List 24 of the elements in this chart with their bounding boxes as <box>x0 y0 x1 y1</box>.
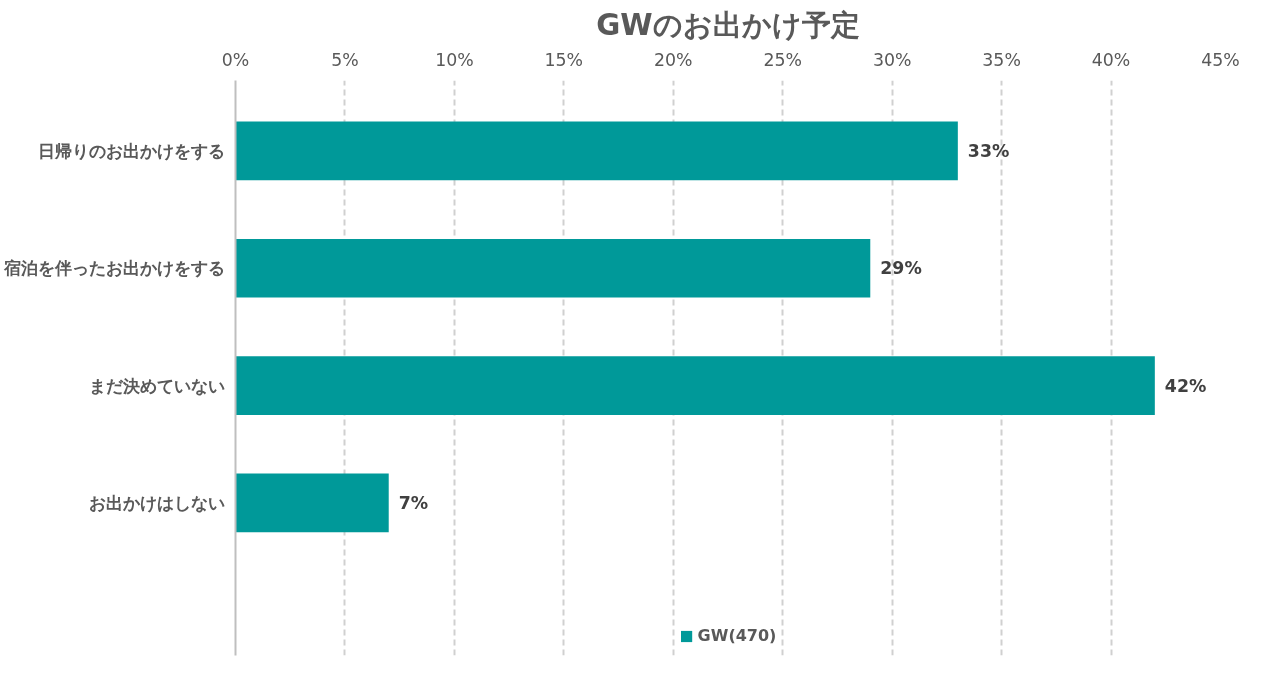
x-tick-label: 45% <box>1201 49 1240 70</box>
x-tick-label: 15% <box>544 49 584 70</box>
y-tick-label: 宿泊を伴ったお出かけをする <box>2 258 225 279</box>
y-tick-label: まだ決めていない <box>88 375 225 396</box>
chart-title: GWのお出かけ予定 <box>596 7 860 42</box>
x-tick-label: 35% <box>982 49 1021 70</box>
x-tick-label: 0% <box>221 49 250 70</box>
x-tick-label: 30% <box>872 49 912 70</box>
data-label: 7% <box>398 492 429 513</box>
y-tick-label: お出かけはしない <box>88 492 225 513</box>
legend-label: GW(470) <box>697 626 777 645</box>
x-tick-label: 20% <box>654 49 693 70</box>
data-label: 42% <box>1164 375 1207 396</box>
bar <box>235 356 1155 415</box>
x-tick-label: 5% <box>331 49 359 70</box>
y-tick-label: 日帰りのお出かけをする <box>37 140 225 161</box>
x-tick-label: 25% <box>763 49 802 70</box>
x-tick-label: 10% <box>435 49 474 70</box>
bar <box>235 121 958 181</box>
data-label: 29% <box>880 258 922 279</box>
bar <box>235 238 871 298</box>
bar <box>235 473 389 533</box>
data-label: 33% <box>967 140 1010 161</box>
x-tick-label: 40% <box>1091 49 1131 70</box>
